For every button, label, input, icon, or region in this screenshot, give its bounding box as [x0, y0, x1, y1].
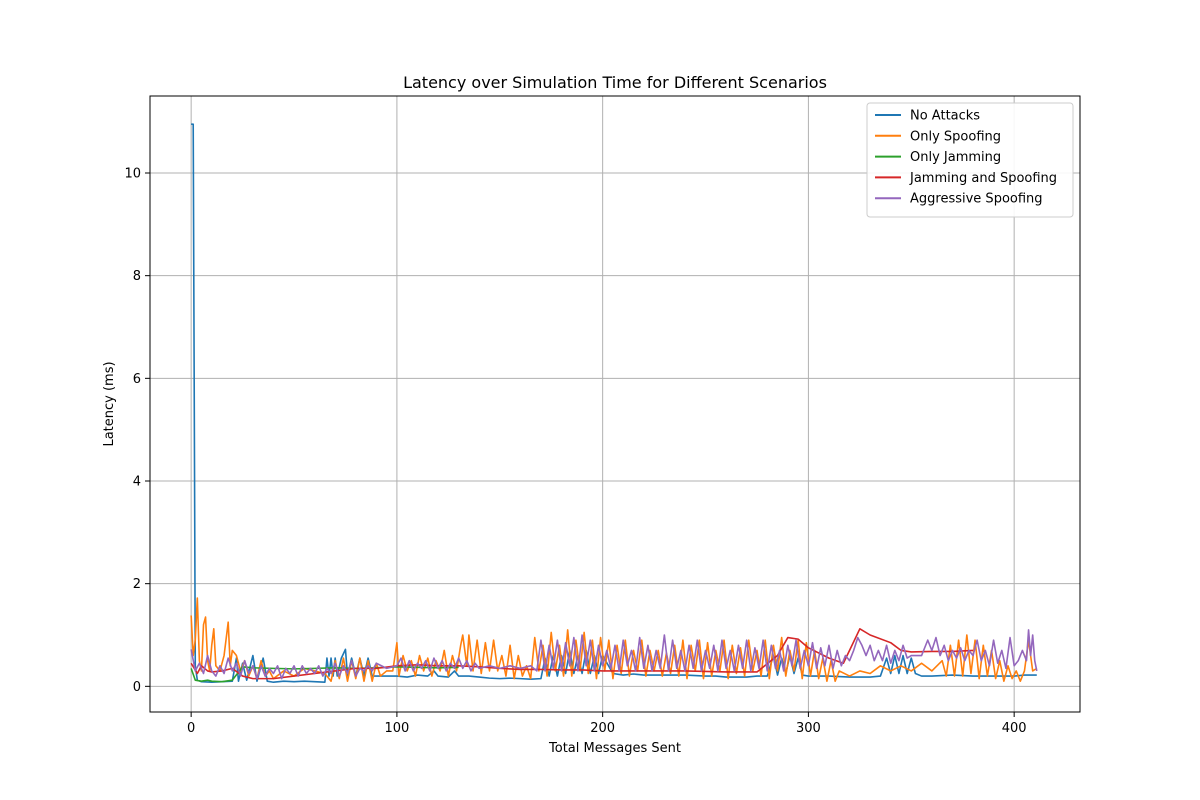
series-line-4: [190, 629, 1038, 680]
y-tick-label: 0: [133, 680, 141, 695]
legend-entry: No Attacks: [910, 109, 980, 124]
legend: No Attacks Only Spoofing Only Jamming Jammi…: [866, 102, 1074, 218]
grid: [150, 96, 1080, 712]
x-tick-label: 300: [796, 721, 821, 736]
x-axis-label: Total Messages Sent: [548, 741, 681, 756]
axis-ticks: 0 100 200 300 400 0 2 4 6 8 10: [124, 167, 1026, 737]
y-tick-label: 8: [133, 269, 141, 284]
plot-frame: [149, 95, 1081, 713]
x-tick-label: 100: [384, 721, 409, 736]
y-tick-label: 6: [133, 372, 141, 387]
chart-title: Latency over Simulation Time for Differe…: [403, 73, 827, 92]
series-line-2: [190, 666, 459, 683]
legend-entry: Jamming and Spoofing: [909, 171, 1057, 186]
x-tick-label: 200: [590, 721, 615, 736]
legend-entry: Only Jamming: [910, 150, 1001, 165]
series-line-0: [191, 123, 1037, 684]
series-lines: [190, 123, 1038, 684]
x-tick-label: 0: [187, 721, 195, 736]
y-axis-label: Latency (ms): [102, 361, 117, 446]
legend-entry: Aggressive Spoofing: [910, 192, 1043, 207]
y-tick-label: 10: [124, 167, 141, 182]
y-tick-label: 2: [133, 577, 141, 592]
legend-entry: Only Spoofing: [910, 129, 1001, 144]
x-tick-label: 400: [1002, 721, 1027, 736]
legend-box: [866, 102, 1074, 218]
series-line-3: [190, 628, 974, 680]
y-tick-label: 4: [133, 475, 141, 490]
